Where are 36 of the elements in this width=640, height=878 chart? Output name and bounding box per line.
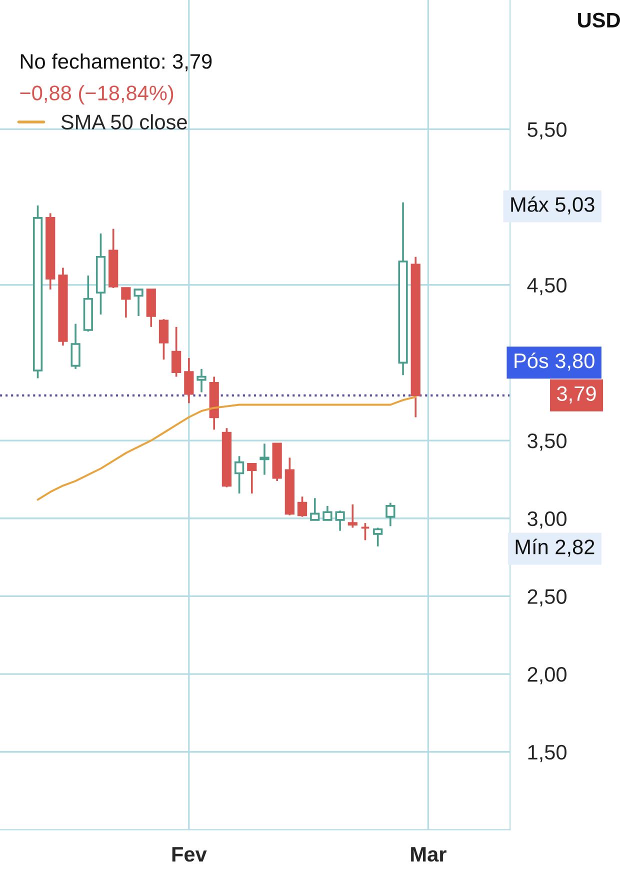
- candlestick: [134, 288, 144, 317]
- annotation: −0,88 (−18,84%): [20, 85, 174, 105]
- candlestick: [70, 322, 80, 370]
- legend-label: SMA 50 close: [61, 114, 187, 130]
- y-tick-label: 5,50: [528, 122, 566, 140]
- annotation: No fechamento: 3,79: [20, 54, 212, 72]
- x-tick-label: Fev: [172, 847, 207, 862]
- candlestick: [184, 357, 194, 404]
- candlestick: [386, 502, 396, 528]
- candlestick: [310, 497, 320, 521]
- candlestick: [360, 522, 370, 542]
- candlestick: [234, 455, 244, 494]
- candlestick: [121, 287, 131, 318]
- candlestick: [260, 442, 270, 476]
- text: USD: [578, 12, 620, 28]
- candlestick: [373, 526, 383, 548]
- candlestick: [335, 510, 345, 532]
- ref-line-label: 3,79: [557, 386, 596, 404]
- candlestick: [158, 318, 169, 360]
- candlestick: [196, 368, 206, 394]
- candlestick: [348, 503, 358, 529]
- text: Máx 5,03: [511, 196, 594, 214]
- text: Pós 3,80: [514, 352, 594, 371]
- y-tick-label: 1,50: [528, 744, 566, 762]
- candlestick: [247, 462, 257, 494]
- y-tick-label: 2,50: [528, 589, 566, 606]
- candlestick: [297, 496, 308, 518]
- text: Mín 2,82: [516, 538, 594, 557]
- candlestick: [172, 326, 182, 378]
- y-tick-label: 2,00: [528, 667, 566, 684]
- y-tick-label: 3,00: [528, 511, 566, 529]
- candlestick: [322, 505, 332, 521]
- y-tick-label: 4,50: [527, 278, 566, 296]
- line-series: [36, 396, 417, 501]
- x-tick-label: Mar: [411, 847, 446, 862]
- y-tick-label: 3,50: [528, 434, 566, 451]
